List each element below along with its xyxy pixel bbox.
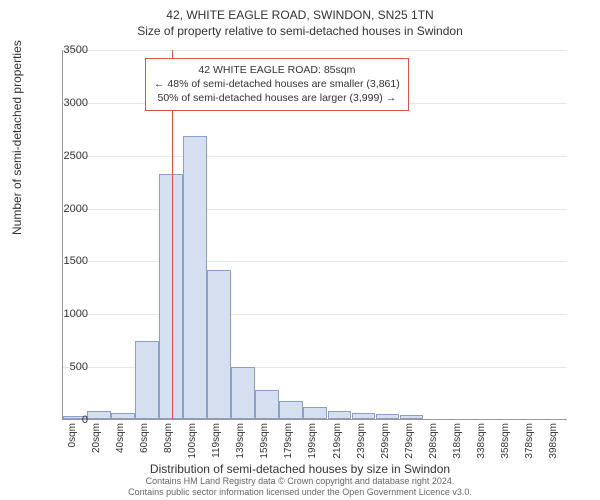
histogram-bar [183,136,207,419]
gridline [63,50,567,51]
footer-line-2: Contains public sector information licen… [0,487,600,498]
histogram-bar [352,413,376,419]
histogram-bar [279,401,303,419]
info-box-line: 50% of semi-detached houses are larger (… [154,91,400,105]
histogram-bar [207,270,231,419]
footer-line-1: Contains HM Land Registry data © Crown c… [0,476,600,487]
y-tick-label: 2000 [48,203,88,215]
gridline [63,156,567,157]
histogram-bar [255,390,279,419]
chart-title-main: 42, WHITE EAGLE ROAD, SWINDON, SN25 1TN [0,0,600,22]
y-tick-label: 2500 [48,150,88,162]
histogram-bar [231,367,255,419]
x-axis-label: Distribution of semi-detached houses by … [0,462,600,476]
y-tick-label: 3500 [48,44,88,56]
gridline [63,314,567,315]
histogram-bar [328,411,352,419]
info-box-line: 42 WHITE EAGLE ROAD: 85sqm [154,63,400,77]
y-axis-label: Number of semi-detached properties [10,40,24,235]
chart-title-sub: Size of property relative to semi-detach… [0,22,600,38]
y-tick-label: 3000 [48,97,88,109]
histogram-bar [376,414,400,419]
y-tick-label: 1500 [48,255,88,267]
gridline [63,209,567,210]
histogram-bar [400,415,424,419]
y-tick-label: 500 [48,361,88,373]
chart-plot-area: 0sqm20sqm40sqm60sqm80sqm100sqm119sqm139s… [62,50,567,420]
y-tick-label: 0 [48,414,88,426]
reference-info-box: 42 WHITE EAGLE ROAD: 85sqm← 48% of semi-… [145,58,409,111]
footer-attribution: Contains HM Land Registry data © Crown c… [0,476,600,499]
histogram-bar [135,341,159,419]
histogram-plot: 0sqm20sqm40sqm60sqm80sqm100sqm119sqm139s… [62,50,567,420]
info-box-line: ← 48% of semi-detached houses are smalle… [154,77,400,91]
histogram-bar [87,411,111,419]
gridline [63,261,567,262]
histogram-bar [111,413,135,419]
histogram-bar [303,407,327,419]
y-tick-label: 1000 [48,308,88,320]
